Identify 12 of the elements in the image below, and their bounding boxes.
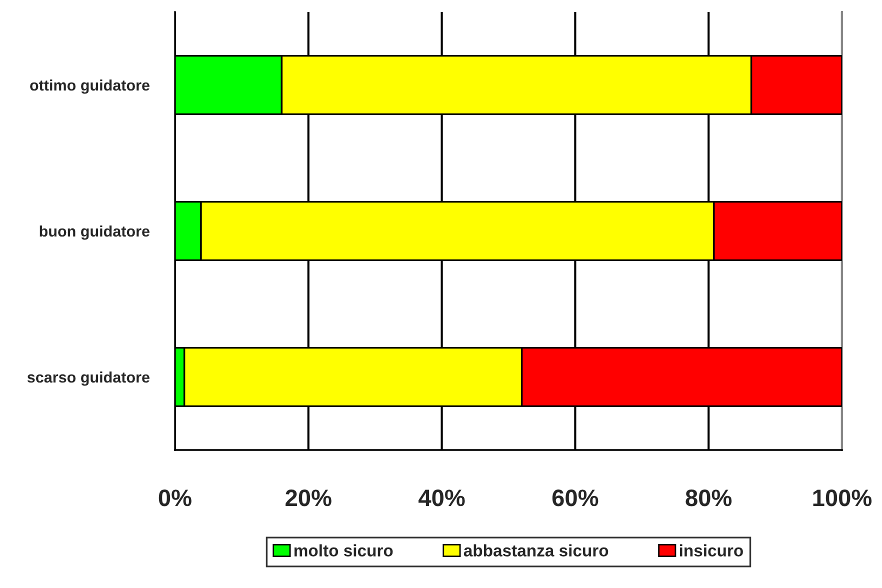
legend-label: abbastanza sicuro xyxy=(464,544,608,557)
x-tick-label: 40% xyxy=(418,490,465,506)
x-tick-label: 20% xyxy=(286,490,332,506)
legend-label: insicuro xyxy=(680,544,743,557)
y-tick-label: ottimo guidatore xyxy=(30,79,150,94)
x-tick-label: 100% xyxy=(813,490,872,506)
x-tick-label: 0% xyxy=(158,490,192,506)
legend-label: molto sicuro xyxy=(294,544,393,557)
y-tick-label: scarso guidatore xyxy=(27,371,150,386)
x-tick-label: 80% xyxy=(686,490,732,506)
y-tick-label: buon guidatore xyxy=(40,225,150,240)
x-tick-label: 60% xyxy=(552,490,598,506)
